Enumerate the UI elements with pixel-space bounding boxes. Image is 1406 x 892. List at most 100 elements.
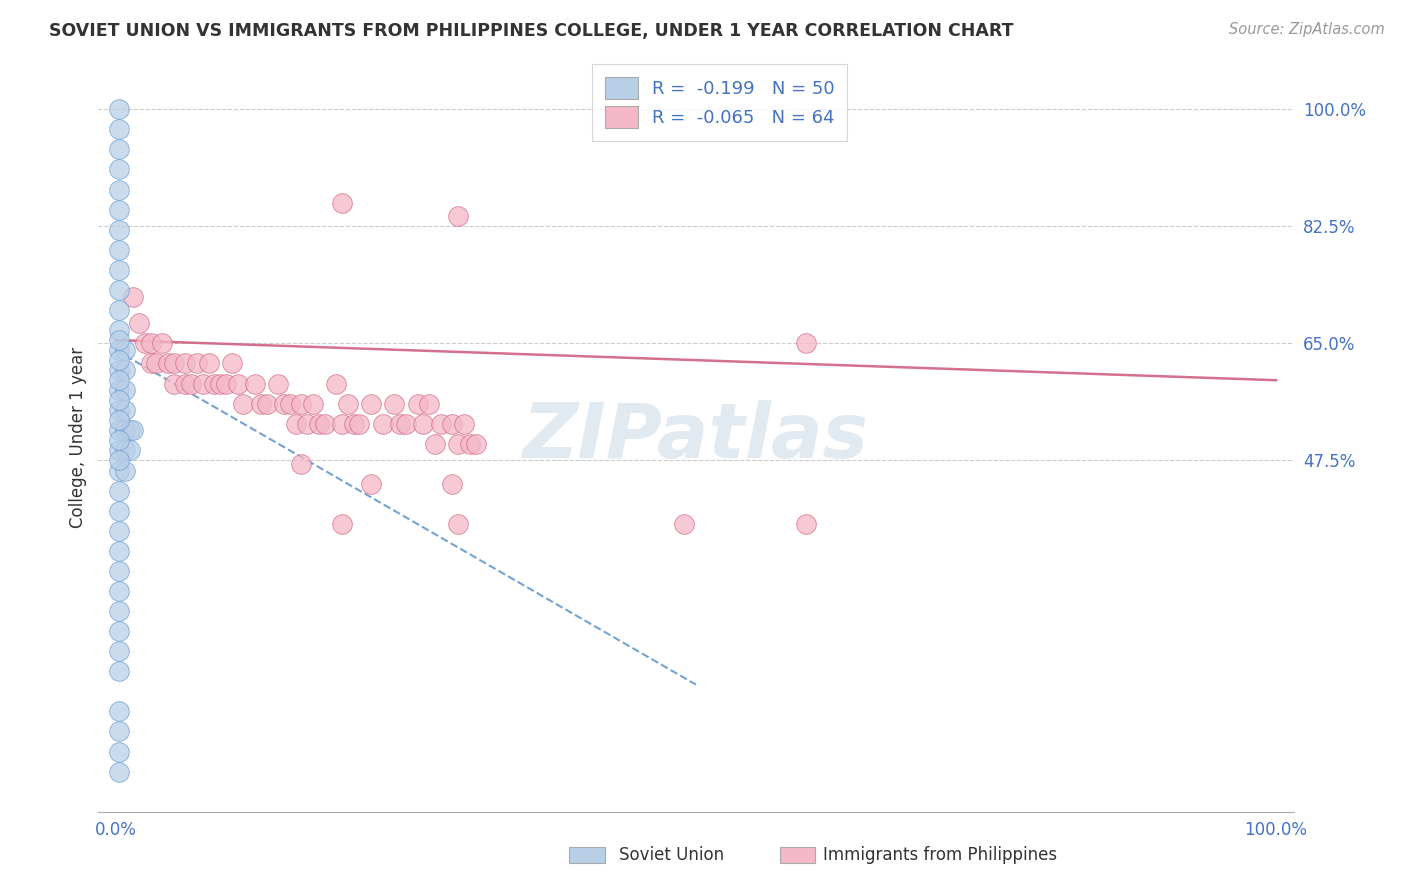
Point bbox=[447, 437, 470, 451]
Point bbox=[114, 343, 136, 358]
Point bbox=[330, 517, 353, 532]
Point bbox=[197, 356, 219, 371]
Point bbox=[302, 396, 325, 410]
Point bbox=[108, 424, 131, 438]
Point bbox=[108, 664, 131, 679]
Point bbox=[349, 417, 371, 431]
Point bbox=[118, 424, 141, 438]
Point bbox=[256, 396, 278, 410]
Point bbox=[406, 396, 429, 410]
Point bbox=[108, 413, 131, 427]
Point bbox=[157, 356, 180, 371]
Point bbox=[108, 644, 131, 658]
Point bbox=[464, 437, 486, 451]
Point bbox=[108, 202, 131, 217]
Point bbox=[314, 417, 336, 431]
Point bbox=[128, 317, 150, 331]
Point bbox=[389, 417, 412, 431]
Point bbox=[441, 476, 464, 491]
Point bbox=[360, 396, 382, 410]
Point bbox=[139, 356, 162, 371]
Point bbox=[108, 564, 131, 578]
Point bbox=[278, 396, 301, 410]
Text: Source: ZipAtlas.com: Source: ZipAtlas.com bbox=[1229, 22, 1385, 37]
Point bbox=[118, 443, 141, 458]
Point bbox=[108, 705, 131, 719]
Point bbox=[441, 417, 464, 431]
Point bbox=[458, 437, 481, 451]
Point bbox=[108, 303, 131, 318]
Point bbox=[139, 336, 162, 351]
Point bbox=[447, 210, 470, 224]
Point bbox=[108, 583, 131, 598]
Point bbox=[108, 182, 131, 196]
Point bbox=[395, 417, 418, 431]
Point bbox=[250, 396, 273, 410]
Point bbox=[134, 336, 156, 351]
Point bbox=[423, 437, 446, 451]
Point bbox=[297, 417, 319, 431]
Point bbox=[273, 396, 295, 410]
Point bbox=[108, 373, 131, 387]
Point bbox=[360, 476, 382, 491]
Point bbox=[114, 464, 136, 478]
Point bbox=[325, 376, 347, 391]
Point bbox=[108, 393, 131, 408]
Point bbox=[174, 376, 197, 391]
Point bbox=[794, 336, 817, 351]
Point bbox=[180, 376, 202, 391]
Point bbox=[453, 417, 475, 431]
Text: SOVIET UNION VS IMMIGRANTS FROM PHILIPPINES COLLEGE, UNDER 1 YEAR CORRELATION CH: SOVIET UNION VS IMMIGRANTS FROM PHILIPPI… bbox=[49, 22, 1014, 40]
Point bbox=[215, 376, 238, 391]
Point bbox=[108, 503, 131, 517]
Point bbox=[108, 102, 131, 116]
Point bbox=[114, 424, 136, 438]
Y-axis label: College, Under 1 year: College, Under 1 year bbox=[69, 346, 87, 528]
Point bbox=[114, 443, 136, 458]
Point bbox=[114, 384, 136, 398]
Point bbox=[108, 604, 131, 618]
Point bbox=[108, 263, 131, 277]
Point bbox=[108, 223, 131, 237]
Point bbox=[108, 624, 131, 639]
Point bbox=[108, 363, 131, 377]
Point bbox=[108, 142, 131, 157]
Point bbox=[108, 464, 131, 478]
Point bbox=[108, 283, 131, 297]
Point bbox=[108, 744, 131, 758]
Point bbox=[330, 195, 353, 210]
Legend: R =  -0.199   N = 50, R =  -0.065   N = 64: R = -0.199 N = 50, R = -0.065 N = 64 bbox=[592, 64, 848, 141]
Point bbox=[418, 396, 440, 410]
Point bbox=[108, 764, 131, 779]
Point bbox=[284, 417, 307, 431]
Point bbox=[447, 517, 470, 532]
Point bbox=[108, 122, 131, 136]
Point bbox=[114, 403, 136, 417]
Point bbox=[330, 417, 353, 431]
Point bbox=[308, 417, 330, 431]
Point bbox=[108, 403, 131, 417]
Point bbox=[122, 424, 145, 438]
Point bbox=[429, 417, 451, 431]
Point bbox=[191, 376, 214, 391]
Point bbox=[108, 524, 131, 538]
Point bbox=[174, 356, 197, 371]
Point bbox=[108, 453, 131, 467]
Point bbox=[108, 162, 131, 177]
Point bbox=[145, 356, 167, 371]
Point bbox=[108, 353, 131, 368]
Point bbox=[108, 724, 131, 739]
Point bbox=[163, 356, 186, 371]
Text: Soviet Union: Soviet Union bbox=[619, 846, 724, 863]
Point bbox=[108, 543, 131, 558]
Point bbox=[114, 363, 136, 377]
Point bbox=[108, 384, 131, 398]
Point bbox=[122, 289, 145, 303]
Point bbox=[343, 417, 366, 431]
Point bbox=[226, 376, 249, 391]
Point bbox=[336, 396, 359, 410]
Point bbox=[794, 517, 817, 532]
Point bbox=[163, 376, 186, 391]
Text: ZIPatlas: ZIPatlas bbox=[523, 401, 869, 474]
Point bbox=[108, 434, 131, 448]
